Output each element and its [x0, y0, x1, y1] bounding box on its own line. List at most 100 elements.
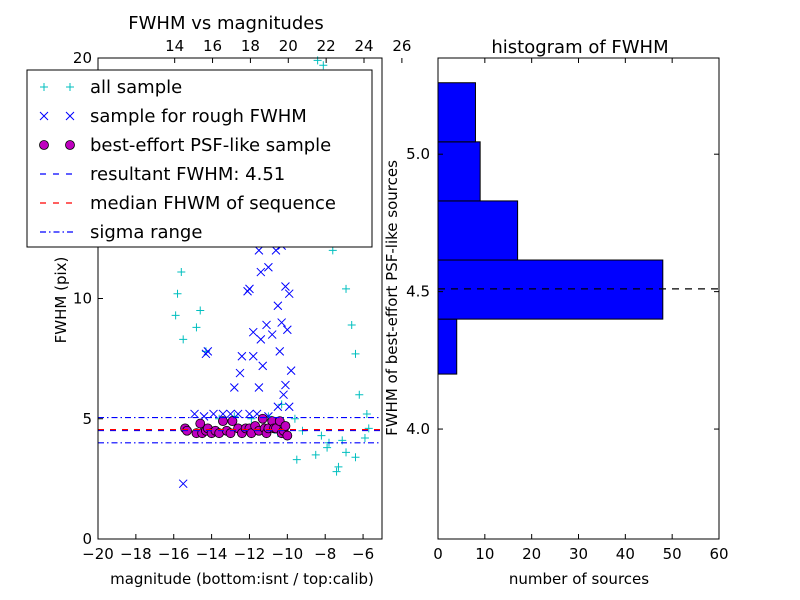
point-all-sample: [311, 450, 320, 459]
point-all-sample: [332, 467, 341, 476]
scatter-panel: FWHM vs magnitudes −20 −18 −16 −14 −12 −10 −8−…: [26, 13, 411, 588]
legend-label: best-effort PSF-like sample: [90, 135, 331, 156]
point-all-sample: [355, 390, 364, 399]
histogram-bar: [437, 259, 664, 320]
legend-best-effort-psf-like-sample-marker: [65, 140, 75, 150]
point-all-sample: [323, 443, 332, 452]
point-all-sample: [177, 268, 186, 277]
scatter-xtick-label: −20: [82, 545, 114, 563]
point-all-sample: [342, 284, 351, 293]
legend-label: resultant FWHM: 4.51: [90, 164, 285, 185]
point-all-sample: [317, 431, 326, 440]
scatter-ylabel: FWHM (pix): [52, 257, 70, 344]
point-all-sample: [347, 320, 356, 329]
scatter-toptick-label: 16: [203, 37, 222, 55]
point-all-sample: [328, 246, 337, 255]
point-all-sample: [290, 414, 299, 423]
point-sample-for-rough-fwhm: [218, 409, 228, 419]
scatter-ytick-label: 0: [82, 530, 92, 548]
scatter-xtick-label: −10: [272, 545, 304, 563]
histogram-ytick-label: 4.0: [406, 420, 430, 438]
point-sample-for-rough-fwhm: [178, 479, 188, 489]
point-all-sample: [334, 462, 343, 471]
point-sample-for-rough-fwhm: [281, 380, 290, 390]
point-all-sample: [351, 453, 360, 462]
histogram-xtick-label: 40: [616, 545, 635, 563]
histogram-title: histogram of FWHM: [491, 37, 668, 58]
scatter-xtick-label: −14: [196, 545, 228, 563]
point-all-sample: [192, 323, 201, 332]
histogram-xtick-label: 30: [569, 545, 588, 563]
point-sample-for-rough-fwhm: [254, 246, 264, 255]
scatter-ytick-label: 5: [82, 410, 92, 428]
point-sample-for-rough-fwhm: [284, 289, 294, 299]
point-all-sample: [292, 455, 301, 464]
scatter-toptick-label: 24: [354, 37, 373, 55]
point-sample-for-rough-fwhm: [256, 267, 266, 277]
point-sample-for-rough-fwhm: [256, 335, 266, 344]
point-sample-for-rough-fwhm: [237, 351, 247, 361]
legend: all sample sample for rough FWHM best-effo…: [26, 69, 373, 248]
point-sample-for-rough-fwhm: [281, 282, 290, 291]
point-all-sample: [173, 289, 182, 298]
scatter-marks: [98, 56, 382, 489]
point-best-effort-psf-like-sample: [282, 430, 293, 441]
point-sample-for-rough-fwhm: [279, 390, 288, 400]
histogram-bar: [437, 200, 519, 261]
histogram-xtick-label: 0: [433, 545, 443, 563]
scatter-title: FWHM vs magnitudes: [128, 13, 323, 34]
scatter-xtick-label: −16: [158, 545, 190, 563]
point-sample-for-rough-fwhm: [275, 347, 285, 356]
point-all-sample: [171, 311, 180, 320]
scatter-xtick-label: −6: [352, 545, 374, 563]
point-best-effort-psf-like-sample: [227, 416, 238, 427]
point-sample-for-rough-fwhm: [209, 409, 218, 419]
point-sample-for-rough-fwhm: [203, 347, 213, 356]
point-best-effort-psf-like-sample: [280, 421, 291, 431]
legend-all-sample-marker: [40, 83, 48, 91]
legend-box: [26, 69, 373, 248]
point-sample-for-rough-fwhm: [233, 409, 243, 419]
point-sample-for-rough-fwhm: [264, 262, 273, 272]
point-sample-for-rough-fwhm: [284, 402, 294, 412]
scatter-toptick-label: 26: [392, 37, 411, 55]
histogram-bar: [437, 82, 476, 143]
point-all-sample: [362, 409, 371, 418]
point-best-effort-psf-like-sample: [195, 418, 206, 429]
scatter-xtick-label: −12: [234, 545, 266, 563]
point-best-effort-psf-like-sample: [257, 413, 268, 424]
scatter-toptick-label: 14: [165, 37, 184, 55]
scatter-xtick-label: −18: [120, 545, 152, 563]
point-all-sample: [342, 448, 351, 457]
scatter-ytick-label: 20: [73, 49, 92, 67]
scatter-toptick-label: 18: [241, 37, 260, 55]
point-sample-for-rough-fwhm: [273, 301, 283, 311]
point-sample-for-rough-fwhm: [262, 320, 271, 330]
scatter-xtick-label: −8: [314, 545, 336, 563]
point-all-sample: [351, 349, 360, 358]
histogram-xtick-label: 20: [522, 545, 541, 563]
histogram-ylabel: FWHM of best-effort PSF-like sources: [383, 160, 401, 436]
point-sample-for-rough-fwhm: [235, 368, 245, 378]
histogram-xtick-label: 10: [475, 545, 494, 563]
histogram-xtick-label: 50: [663, 545, 682, 563]
point-all-sample: [277, 400, 286, 409]
point-all-sample: [179, 335, 188, 344]
histogram-ytick-label: 4.5: [406, 283, 430, 301]
point-sample-for-rough-fwhm: [277, 318, 287, 327]
point-sample-for-rough-fwhm: [229, 383, 239, 392]
legend-best-effort-psf-like-sample-marker: [39, 140, 49, 150]
legend-all-sample-marker: [66, 83, 74, 91]
histogram-xtick-label: 60: [709, 545, 728, 563]
histogram-bar: [437, 318, 458, 375]
legend-sample-for-rough-fwhm-marker: [39, 111, 49, 121]
point-sample-for-rough-fwhm: [271, 246, 281, 255]
point-sample-for-rough-fwhm: [254, 383, 264, 392]
point-sample-for-rough-fwhm: [190, 409, 199, 419]
point-sample-for-rough-fwhm: [258, 361, 268, 371]
histogram-panel: histogram of FWHM 0 10 20 30 40 50 60 4.0 4.5 5.0…: [383, 37, 729, 588]
legend-label: sample for rough FWHM: [90, 106, 307, 127]
histogram-bar: [437, 141, 481, 202]
point-all-sample: [364, 424, 373, 433]
